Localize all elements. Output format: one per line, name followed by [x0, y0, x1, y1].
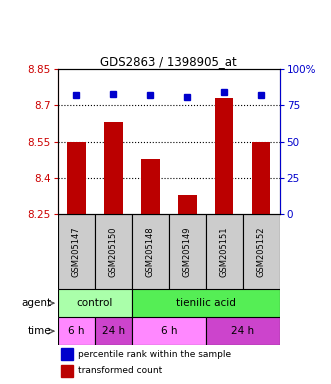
- Text: 24 h: 24 h: [231, 326, 254, 336]
- Bar: [58, 289, 132, 317]
- Bar: [169, 214, 206, 289]
- Text: 24 h: 24 h: [102, 326, 125, 336]
- Bar: [252, 142, 270, 214]
- Bar: [95, 317, 132, 345]
- Bar: [132, 289, 280, 317]
- Bar: [243, 214, 280, 289]
- Text: GSM205150: GSM205150: [109, 227, 118, 277]
- Text: GSM205147: GSM205147: [72, 226, 81, 277]
- Text: 6 h: 6 h: [161, 326, 177, 336]
- Bar: [132, 317, 206, 345]
- Text: time: time: [28, 326, 51, 336]
- Text: GSM205149: GSM205149: [183, 227, 192, 277]
- Bar: [178, 195, 197, 214]
- Bar: [215, 98, 233, 214]
- Bar: [67, 142, 86, 214]
- Text: agent: agent: [21, 298, 51, 308]
- Bar: [58, 317, 95, 345]
- Bar: [206, 317, 280, 345]
- Title: GDS2863 / 1398905_at: GDS2863 / 1398905_at: [100, 55, 237, 68]
- Bar: [95, 214, 132, 289]
- Text: GSM205148: GSM205148: [146, 226, 155, 277]
- Bar: [132, 214, 169, 289]
- Text: GSM205151: GSM205151: [220, 227, 229, 277]
- Text: percentile rank within the sample: percentile rank within the sample: [78, 349, 231, 359]
- Text: transformed count: transformed count: [78, 366, 162, 376]
- Text: tienilic acid: tienilic acid: [176, 298, 236, 308]
- Bar: [58, 214, 95, 289]
- Bar: [141, 159, 160, 214]
- Text: control: control: [77, 298, 113, 308]
- Text: 6 h: 6 h: [68, 326, 85, 336]
- Bar: [206, 214, 243, 289]
- Bar: [104, 122, 122, 214]
- Text: GSM205152: GSM205152: [257, 227, 266, 277]
